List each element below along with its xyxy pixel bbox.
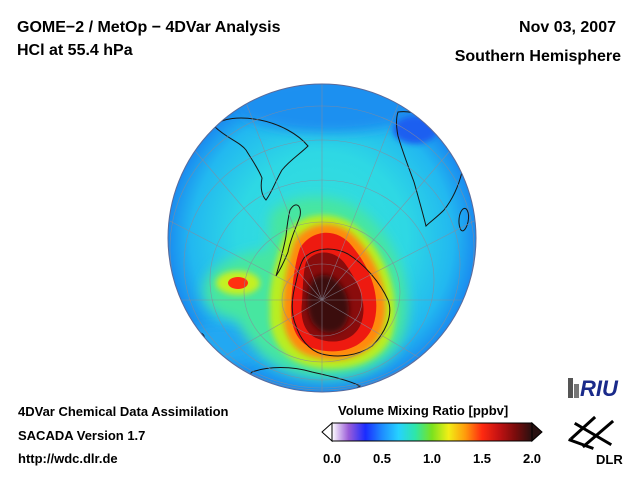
colorbar-left-arrow [321,421,333,443]
antarctica-outline [291,248,391,357]
colorbar-tick-1: 0.5 [372,451,392,466]
colorbar-right-arrow [531,421,543,443]
colorbar [321,421,543,443]
colorbar-tick-2: 1.0 [422,451,442,466]
madagascar-outline [458,207,469,232]
title-line-1: GOME−2 / MetOp − 4DVar Analysis [17,19,281,36]
colorbar-tick-3: 1.5 [472,451,492,466]
colorbar-title: Volume Mixing Ratio [ppbv] [338,403,509,418]
footer-line-1: 4DVar Chemical Data Assimilation [18,404,229,419]
dlr-logo-text: DLR [596,452,623,467]
footer-url: http://wdc.dlr.de [18,451,118,466]
colorbar-tick-4: 2.0 [522,451,542,466]
riu-logo-text: RIU [580,376,619,401]
colorbar-gradient [331,422,533,442]
south-america-outline [213,117,309,201]
antarctic-peninsula-outline [275,204,301,277]
analysis-date: Nov 03, 2007 [519,19,616,36]
colorbar-tick-0: 0.0 [322,451,342,466]
riu-logo: RIU [568,376,619,401]
globe-rim [167,83,477,393]
hemisphere-label: Southern Hemisphere [454,48,621,65]
blob-core [228,277,248,289]
title-line-2: HCl at 55.4 hPa [17,42,133,59]
dlr-logo: DLR [568,415,623,467]
footer-line-2: SACADA Version 1.7 [18,428,146,443]
